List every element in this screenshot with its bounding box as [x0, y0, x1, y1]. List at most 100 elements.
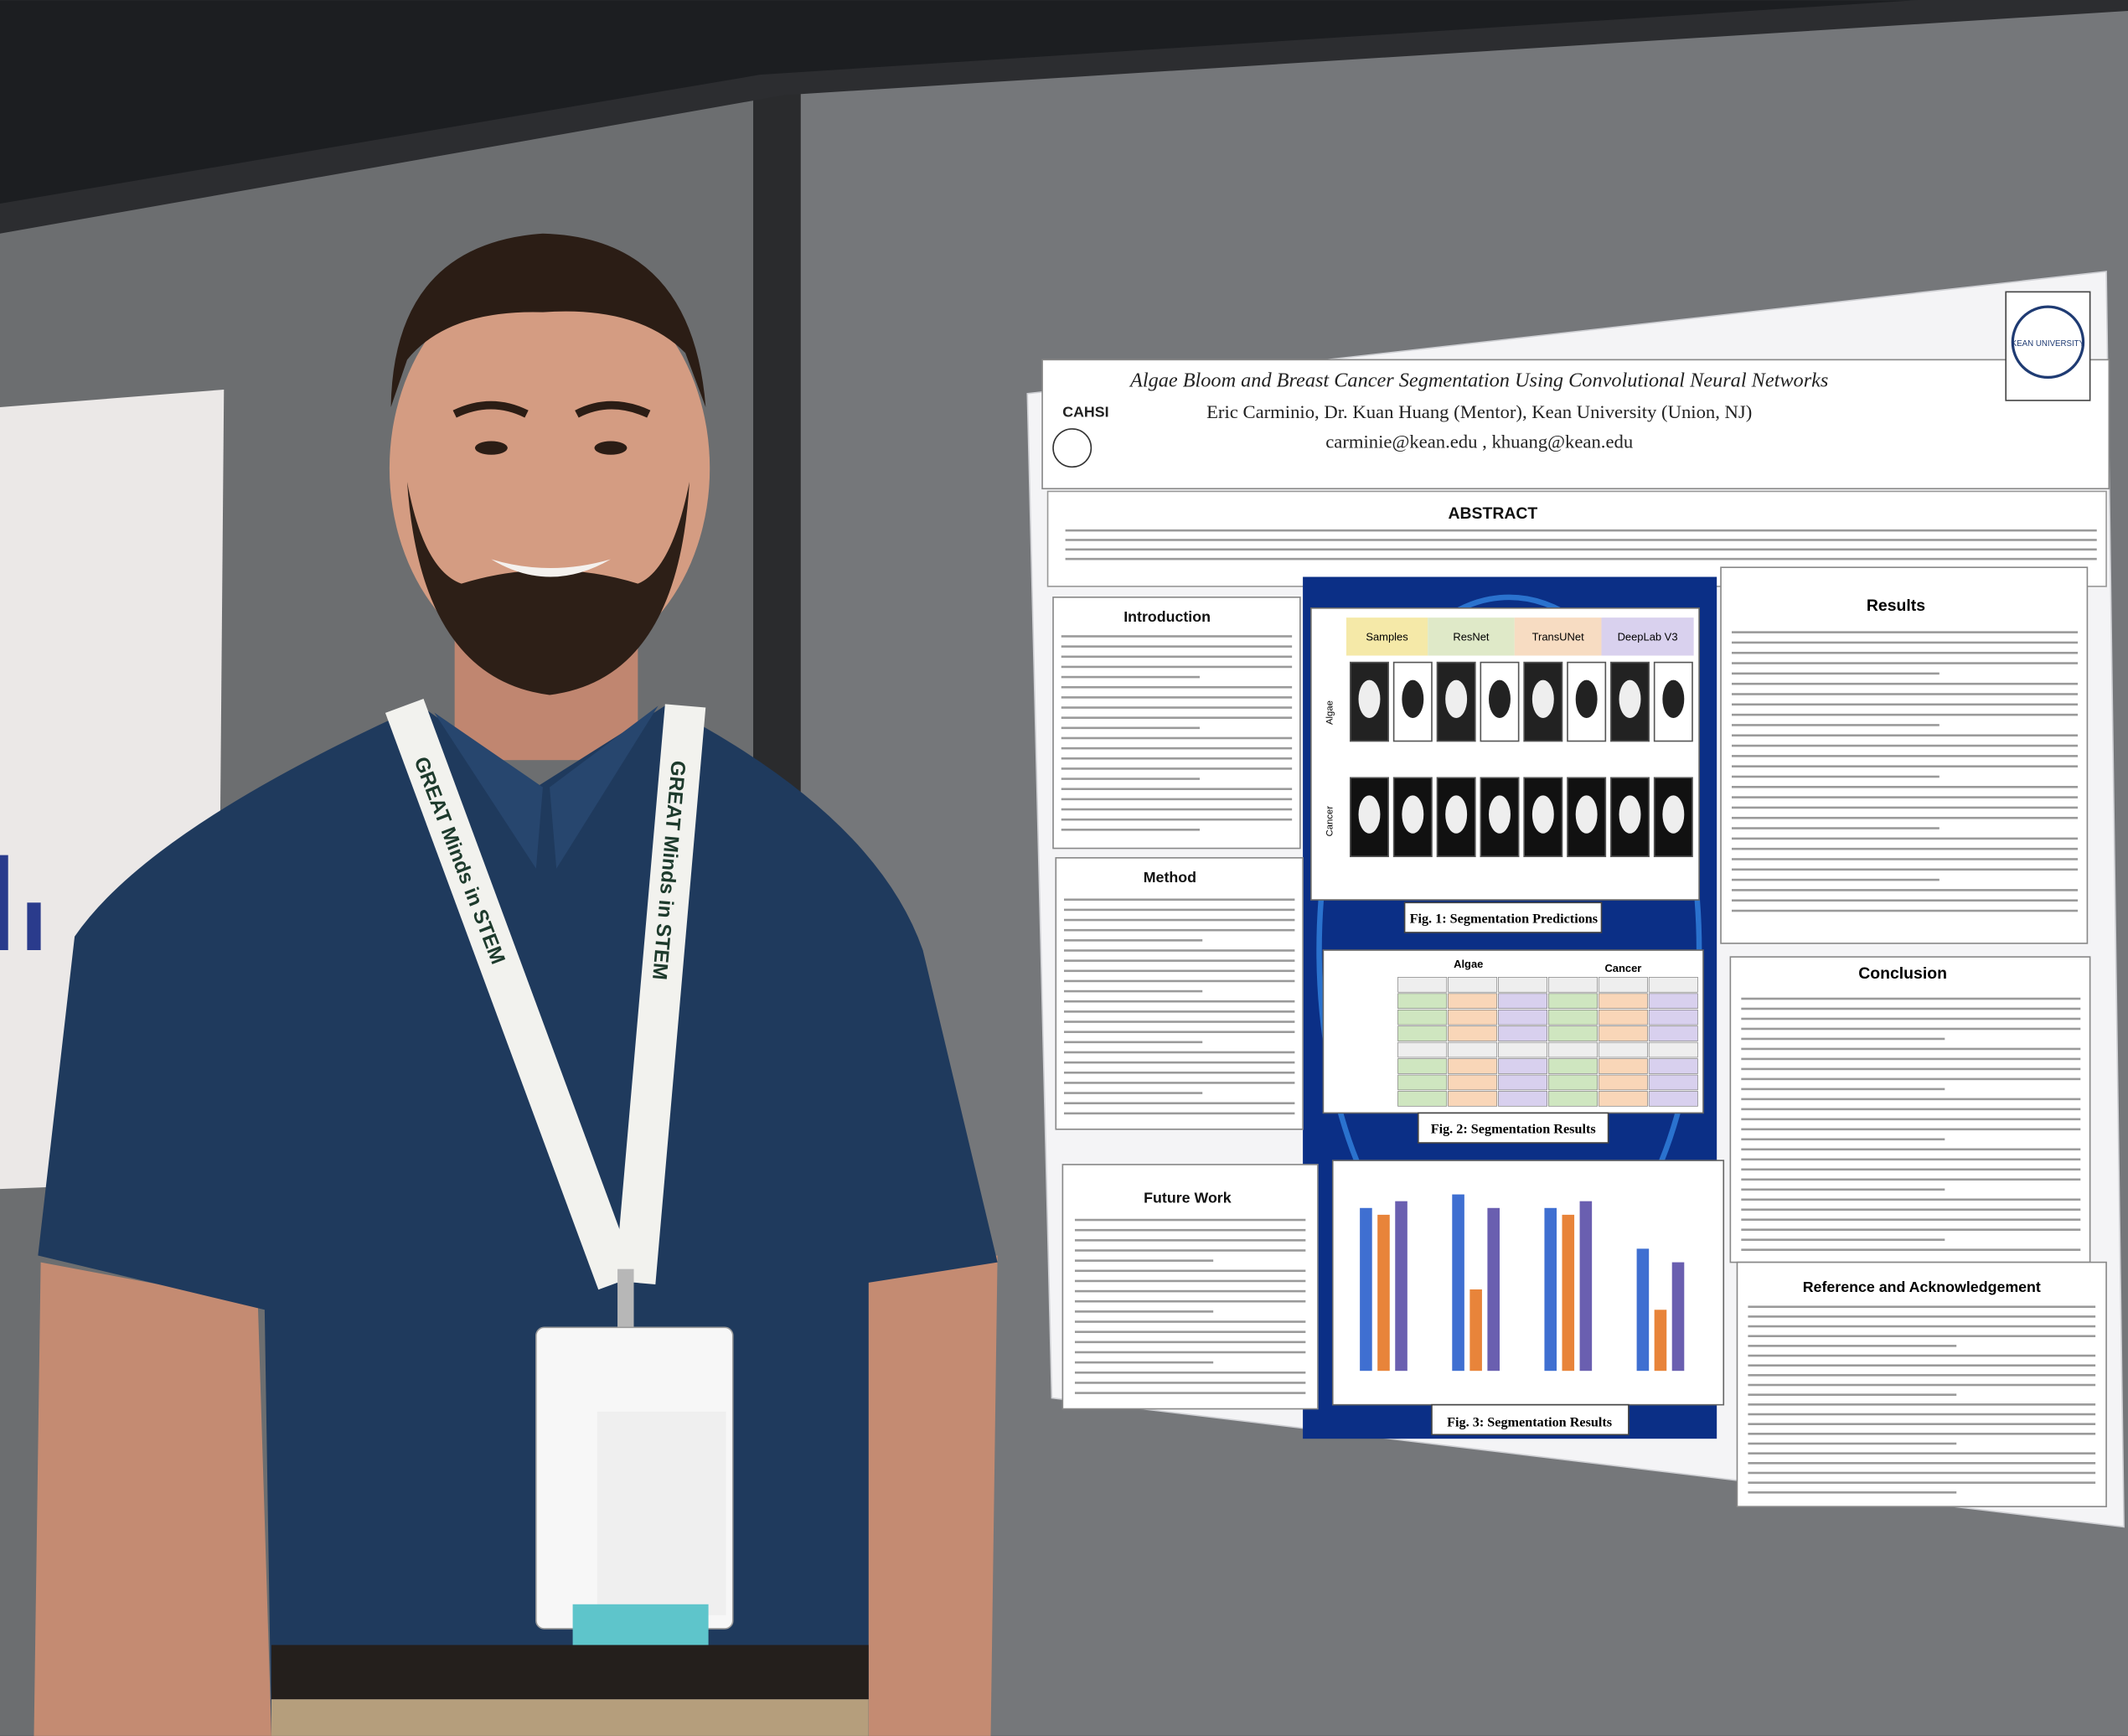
text-line — [1061, 798, 1293, 801]
table-cell — [1498, 1041, 1548, 1058]
table-cell — [1397, 977, 1448, 993]
table-cell — [1498, 1058, 1548, 1074]
text-line — [1074, 1269, 1306, 1273]
fig1-header-bg — [1345, 617, 1428, 656]
fig1-row: Algae — [1325, 700, 1335, 725]
text-line — [1731, 672, 1939, 675]
text-line — [1064, 1000, 1295, 1003]
section-heading: Results — [1867, 597, 1925, 615]
text-line — [1061, 675, 1200, 679]
prediction-tile — [1610, 661, 1650, 742]
text-line — [1748, 1403, 2096, 1406]
text-line — [1748, 1325, 2096, 1328]
table-cell — [1598, 1041, 1648, 1058]
text-line — [1731, 878, 1939, 881]
chart-bar — [1636, 1248, 1650, 1372]
fig2-group: Cancer — [1604, 962, 1641, 974]
table-cell — [1448, 1091, 1498, 1107]
fig1-header-bg — [1601, 617, 1694, 656]
text-line — [1741, 1168, 2081, 1171]
fig1-header-bg — [1428, 617, 1515, 656]
text-line — [1061, 685, 1293, 689]
text-line — [1731, 816, 2079, 819]
text-line — [1731, 631, 2079, 633]
text-line — [1061, 757, 1293, 760]
text-line — [1731, 889, 2079, 891]
fig1-row: Cancer — [1325, 806, 1335, 837]
chart-bar — [1452, 1194, 1464, 1372]
text-line — [1064, 1082, 1295, 1084]
logo-seal — [1052, 428, 1092, 468]
text-line — [1065, 529, 2097, 532]
text-line — [1061, 788, 1293, 791]
text-line — [1731, 641, 2079, 644]
text-line — [1064, 989, 1203, 993]
table-cell — [1498, 1074, 1548, 1091]
text-line — [1731, 827, 1939, 829]
poster-title: Algae Bloom and Breast Cancer Segmentati… — [1129, 369, 1828, 392]
table-cell — [1397, 1091, 1448, 1107]
text-line — [1074, 1320, 1306, 1323]
fig1-column: TransUNet — [1532, 631, 1584, 643]
text-line — [1074, 1330, 1306, 1333]
text-line — [1731, 693, 2079, 695]
prediction-shape — [1358, 679, 1381, 719]
prediction-shape — [1531, 679, 1554, 719]
person: GREAT Minds in STEM GREAT Minds in STEM — [34, 233, 998, 1736]
text-line — [1064, 1020, 1295, 1023]
text-line — [1748, 1383, 2096, 1387]
table-cell — [1498, 993, 1548, 1009]
text-line — [1731, 899, 2079, 902]
text-line — [1064, 1061, 1295, 1064]
fig1-column: Samples — [1366, 631, 1407, 643]
chart-bar — [1487, 1207, 1500, 1372]
text-line — [1061, 747, 1293, 750]
prediction-tile — [1653, 661, 1693, 742]
table-cell — [1397, 1026, 1448, 1041]
badge-card — [597, 1411, 726, 1615]
table-cell — [1547, 1041, 1598, 1058]
text-line — [1731, 744, 2079, 747]
prediction-tile — [1480, 661, 1520, 742]
text-line — [1731, 755, 2079, 757]
table-cell — [1648, 1091, 1698, 1107]
table-cell — [1648, 1058, 1698, 1074]
right-arm — [868, 1255, 998, 1736]
text-line — [1065, 557, 2097, 561]
text-line — [1741, 1178, 2081, 1181]
figure-caption: Fig. 3: Segmentation Results — [1447, 1415, 1612, 1430]
table-cell — [1448, 1074, 1498, 1091]
text-line — [1748, 1413, 2096, 1416]
text-line — [1748, 1442, 1957, 1445]
text-line — [1741, 1228, 2081, 1231]
chart-bar — [1395, 1201, 1407, 1372]
text-line — [1061, 696, 1293, 699]
text-line — [1731, 724, 1939, 726]
fig1-column: DeepLab V3 — [1618, 631, 1678, 643]
text-line — [1748, 1374, 2096, 1377]
text-line — [1061, 706, 1293, 709]
text-line — [1731, 775, 1939, 778]
intro-box — [1052, 597, 1301, 850]
text-line — [1741, 1088, 1945, 1091]
table-cell — [1648, 1026, 1698, 1041]
section-heading: Future Work — [1144, 1189, 1232, 1206]
prediction-shape — [1619, 679, 1641, 719]
kean-logo-box — [2005, 291, 2091, 401]
prediction-shape — [1619, 795, 1641, 834]
text-line — [1731, 858, 2079, 860]
chart-bar — [1654, 1310, 1667, 1372]
lanyard-clip — [617, 1268, 634, 1330]
text-line — [1074, 1382, 1306, 1384]
text-line — [1748, 1364, 2096, 1367]
text-line — [1741, 1188, 1945, 1191]
prediction-shape — [1489, 679, 1511, 719]
text-line — [1741, 1007, 2081, 1010]
poster-emails: carminie@kean.edu , khuang@kean.edu — [1325, 431, 1633, 452]
text-line — [1731, 765, 2079, 767]
text-line — [1064, 949, 1295, 952]
text-line — [1074, 1279, 1306, 1283]
prediction-shape — [1445, 679, 1468, 719]
table-cell — [1498, 977, 1548, 993]
text-line — [1731, 806, 2079, 809]
